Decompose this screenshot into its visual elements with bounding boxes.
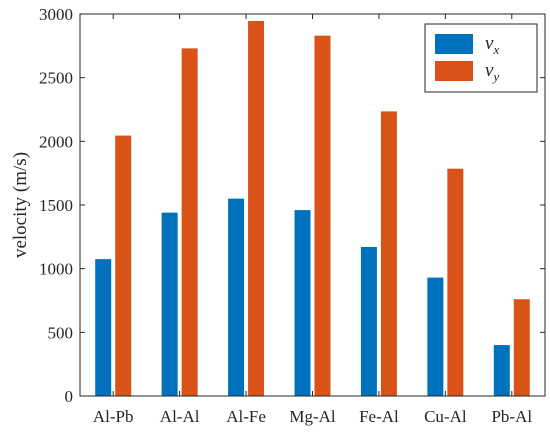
y-tick-label: 1000: [39, 260, 73, 279]
x-tick-label-Al-Al: Al-Al: [160, 407, 200, 426]
bars-group: [95, 21, 530, 397]
legend: vx vy: [424, 23, 538, 93]
bar-v_x-Al-Fe: [228, 198, 245, 396]
bar-v_y-Fe-Al: [380, 111, 397, 396]
x-tick-label-Mg-Al: Mg-Al: [289, 407, 336, 426]
y-tick-label: 0: [65, 387, 74, 406]
x-tick-label-Fe-Al: Fe-Al: [359, 407, 399, 426]
y-ticks-group: 0 500 1000 1500 2000 2500 3000: [39, 5, 545, 406]
legend-swatch-v_x: [435, 34, 473, 54]
bar-v_x-Cu-Al: [427, 277, 444, 396]
bar-v_y-Al-Al: [181, 48, 198, 396]
y-axis-label: velocity (m/s): [10, 152, 31, 258]
legend-swatch-v_y: [435, 61, 473, 81]
bar-v_x-Al-Al: [161, 212, 178, 396]
legend-label-v_x: vx: [485, 33, 499, 57]
legend-label-v_y: vy: [485, 60, 499, 84]
bar-v_x-Al-Pb: [95, 259, 112, 396]
bar-v_y-Al-Fe: [248, 21, 265, 397]
bar-v_y-Cu-Al: [447, 168, 464, 396]
bar-v_y-Mg-Al: [314, 35, 331, 396]
x-tick-label-Pb-Al: Pb-Al: [491, 407, 532, 426]
x-tick-label-Al-Pb: Al-Pb: [93, 407, 134, 426]
bar-v_y-Al-Pb: [115, 135, 132, 396]
y-tick-label: 3000: [39, 5, 73, 24]
bar-v_x-Fe-Al: [360, 247, 377, 396]
y-tick-label: 1500: [39, 196, 73, 215]
y-tick-label: 500: [48, 323, 74, 342]
x-tick-label-Cu-Al: Cu-Al: [424, 407, 467, 426]
bar-v_x-Pb-Al: [493, 345, 510, 396]
x-ticks-group: Al-Pb Al-Al Al-Fe Mg-Al Fe-Al Cu-Al Pb-Al: [93, 14, 532, 426]
bar-v_x-Mg-Al: [294, 210, 311, 396]
y-tick-label: 2500: [39, 69, 73, 88]
bar-v_y-Pb-Al: [513, 299, 530, 396]
y-tick-label: 2000: [39, 132, 73, 151]
x-tick-label-Al-Fe: Al-Fe: [226, 407, 266, 426]
